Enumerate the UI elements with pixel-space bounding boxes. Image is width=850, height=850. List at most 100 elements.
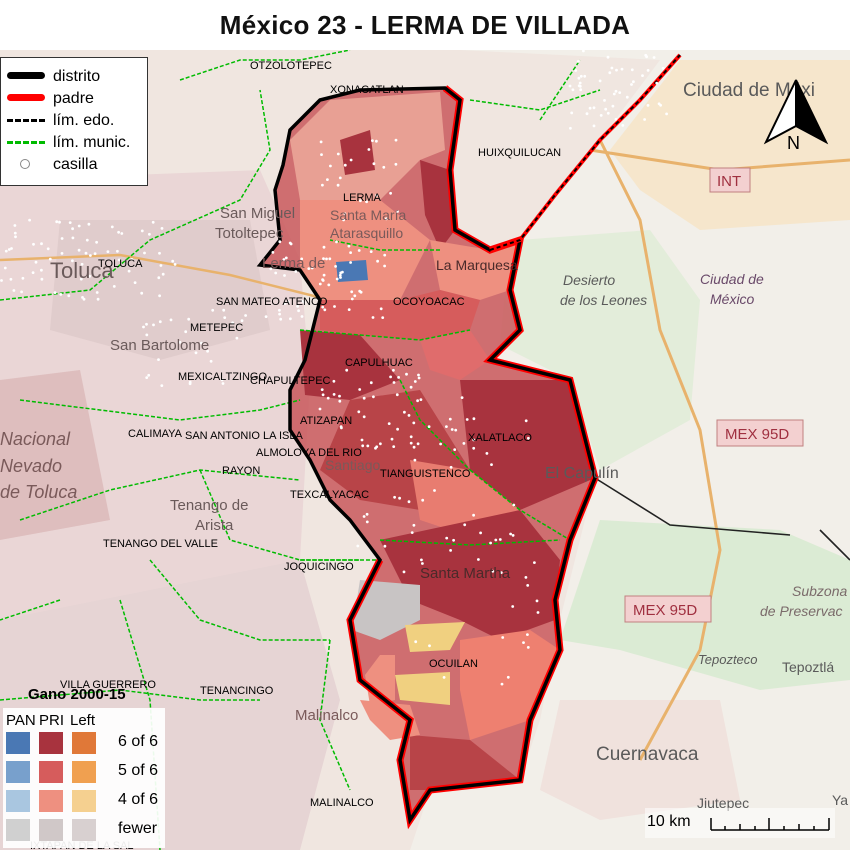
casilla-point (359, 199, 362, 203)
district-line-swatch (7, 72, 45, 79)
casilla-point (358, 388, 362, 391)
casilla-point (157, 276, 161, 280)
casilla-point (339, 276, 342, 279)
section-left-4 (405, 622, 465, 652)
casilla-point (296, 305, 299, 308)
winner-legend-title: Gano 2000-15 (28, 686, 126, 703)
casilla-point (221, 382, 225, 385)
casilla-point (379, 307, 383, 311)
casilla-point (58, 220, 61, 224)
casilla-point (417, 373, 420, 377)
casilla-point (318, 407, 322, 411)
casilla-point (382, 165, 386, 169)
casilla-point (445, 536, 449, 540)
casilla-point (339, 425, 343, 429)
casilla-point (421, 498, 425, 502)
muni-label: TENANGO DEL VALLE (103, 538, 218, 550)
casilla-point (367, 148, 371, 151)
legend-swatch-pan (6, 732, 30, 754)
legend-label: lím. edo. (53, 112, 115, 129)
legend-item-state: lím. edo. (1, 110, 149, 132)
casilla-point (390, 437, 394, 441)
casilla-point (188, 382, 192, 386)
casilla-point (231, 321, 235, 325)
casilla-point (632, 80, 635, 84)
basemap-label: Toluca (50, 258, 114, 283)
casilla-point (576, 60, 580, 63)
muni-label: XALATLACO (468, 432, 532, 444)
casilla-point (93, 252, 97, 256)
casilla-point (397, 376, 400, 379)
casilla-point (445, 425, 448, 428)
casilla-point (527, 436, 530, 440)
casilla-point (283, 302, 287, 305)
casilla-point (427, 425, 431, 428)
muni-line-swatch (7, 141, 45, 144)
casilla-point (472, 446, 476, 450)
casilla-point (145, 333, 149, 337)
municipality-labels: OTZOLOTEPEC XONACATLAN HUIXQUILUCAN LERM… (30, 60, 561, 850)
casilla-point (533, 561, 536, 564)
casilla-point (326, 396, 330, 400)
casilla-point (60, 237, 64, 240)
muni-label: TEXCALYACAC (290, 489, 369, 501)
casilla-point (462, 442, 466, 445)
casilla-point (244, 314, 248, 317)
casilla-point (412, 421, 416, 425)
casilla-point (645, 55, 648, 59)
legend-swatch-pri (39, 761, 63, 783)
basemap-label: Ya (832, 792, 848, 808)
scale-bar: 10 km (645, 808, 835, 838)
casilla-point (421, 562, 424, 565)
casilla-point (621, 124, 625, 127)
casilla-point (383, 544, 387, 548)
casilla-point (158, 251, 161, 255)
line-legend: distrito padre lím. edo. lím. munic. cas… (0, 57, 148, 186)
casilla-point (332, 379, 336, 383)
casilla-point (369, 250, 373, 254)
casilla-point (494, 538, 498, 542)
casilla-point (511, 534, 515, 537)
casilla-point (524, 419, 528, 423)
scale-ruler (710, 818, 830, 831)
casilla-point (160, 227, 164, 230)
casilla-point (592, 106, 596, 110)
casilla-point (665, 112, 668, 116)
casilla-point (416, 442, 420, 446)
casilla-point (336, 152, 340, 156)
casilla-point (55, 220, 59, 224)
casilla-point (3, 266, 7, 270)
casilla-point (117, 230, 120, 234)
casilla-point (321, 278, 324, 282)
casilla-point (117, 258, 121, 262)
casilla-point (173, 263, 177, 266)
casilla-point (465, 418, 469, 421)
road-shield (716, 419, 804, 447)
casilla-point (452, 538, 455, 542)
casilla-point (356, 544, 360, 548)
casilla-point (526, 646, 530, 649)
muni-label: ATIZAPAN (300, 415, 352, 427)
casilla-point (412, 523, 416, 527)
casilla-point (652, 56, 656, 59)
legend-row-label: 6 of 6 (118, 733, 159, 750)
casilla-point (409, 385, 413, 389)
casilla-point (615, 68, 618, 72)
basemap-label: MEX 95D (633, 602, 697, 619)
section-pri-4 (430, 240, 520, 300)
casilla-point (350, 290, 354, 294)
legend-swatch-left (72, 819, 96, 841)
casilla-point (319, 140, 323, 144)
casilla-point (365, 200, 368, 204)
legend-swatch-pan (6, 761, 30, 783)
casilla-point (71, 259, 74, 263)
section-left-4 (395, 672, 450, 705)
casilla-point (372, 395, 375, 399)
casilla-point (614, 117, 618, 121)
muni-label: OCUILAN (429, 658, 478, 670)
casilla-point (506, 675, 510, 679)
legend-row-label: 4 of 6 (118, 791, 159, 808)
muni-label: TENANCINGO (200, 685, 274, 697)
casilla-point (360, 438, 364, 442)
casilla-point (414, 640, 418, 644)
